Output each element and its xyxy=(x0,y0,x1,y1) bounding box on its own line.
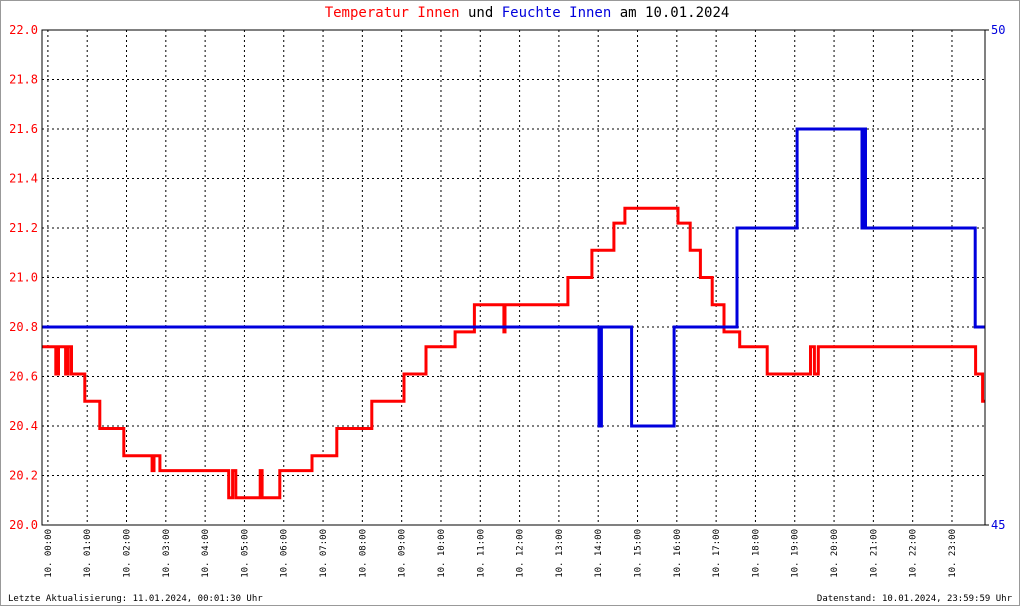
data-line xyxy=(42,206,985,500)
x-tick-label: 10. 21:00 xyxy=(869,529,879,578)
x-tick-label: 10. 13:00 xyxy=(555,529,565,578)
chart-title: Temperatur Innen und Feuchte Innen am 10… xyxy=(325,5,730,21)
x-tick-label: 10. 12:00 xyxy=(516,529,526,578)
plot-border xyxy=(41,29,986,526)
x-tick-label: 10. 08:00 xyxy=(358,529,368,578)
data-line xyxy=(42,127,985,428)
x-tick-label: 10. 17:00 xyxy=(712,529,722,578)
x-tick-label: 10. 02:00 xyxy=(123,529,133,578)
x-tick-label: 10. 05:00 xyxy=(240,529,250,578)
y-tick-label: 21.2 xyxy=(9,221,38,235)
y-tick-label: 22.0 xyxy=(9,23,38,37)
title-series-2: Feuchte Innen xyxy=(502,5,612,21)
x-tick-label: 10. 00:00 xyxy=(44,529,54,578)
x-tick-label: 10. 06:00 xyxy=(280,529,290,578)
y-tick-label: 21.4 xyxy=(9,172,38,186)
y2-tick-label: 45 xyxy=(991,518,1005,532)
x-tick-label: 10. 19:00 xyxy=(791,529,801,578)
title-series-1: Temperatur Innen xyxy=(325,5,460,21)
x-tick-label: 10. 22:00 xyxy=(909,529,919,578)
y-tick-label: 20.8 xyxy=(9,320,38,334)
y2-tick-label: 50 xyxy=(991,23,1005,37)
x-tick-label: 10. 20:00 xyxy=(830,529,840,578)
footer-right: Datenstand: 10.01.2024, 23:59:59 Uhr xyxy=(817,594,1013,604)
y-tick-label: 20.2 xyxy=(9,469,38,483)
title-connector: und xyxy=(468,5,493,21)
y-tick-label: 20.4 xyxy=(9,419,38,433)
x-tick-label: 10. 14:00 xyxy=(594,529,604,578)
x-tick-label: 10. 07:00 xyxy=(319,529,329,578)
x-tick-label: 10. 11:00 xyxy=(476,529,486,578)
x-tick-label: 10. 18:00 xyxy=(751,529,761,578)
y-tick-label: 21.6 xyxy=(9,122,38,136)
y-tick-label: 20.0 xyxy=(9,518,38,532)
title-date: am 10.01.2024 xyxy=(620,5,730,21)
x-tick-label: 10. 04:00 xyxy=(201,529,211,578)
y-tick-label: 20.6 xyxy=(9,370,38,384)
x-tick-label: 10. 03:00 xyxy=(162,529,172,578)
x-tick-label: 10. 16:00 xyxy=(673,529,683,578)
x-tick-label: 10. 01:00 xyxy=(83,529,93,578)
x-tick-label: 10. 10:00 xyxy=(437,529,447,578)
y-tick-label: 21.8 xyxy=(9,73,38,87)
x-tick-label: 10. 23:00 xyxy=(948,529,958,578)
x-tick-label: 10. 09:00 xyxy=(398,529,408,578)
footer-left: Letzte Aktualisierung: 11.01.2024, 00:01… xyxy=(8,594,263,604)
x-tick-label: 10. 15:00 xyxy=(634,529,644,578)
y-tick-label: 21.0 xyxy=(9,271,38,285)
